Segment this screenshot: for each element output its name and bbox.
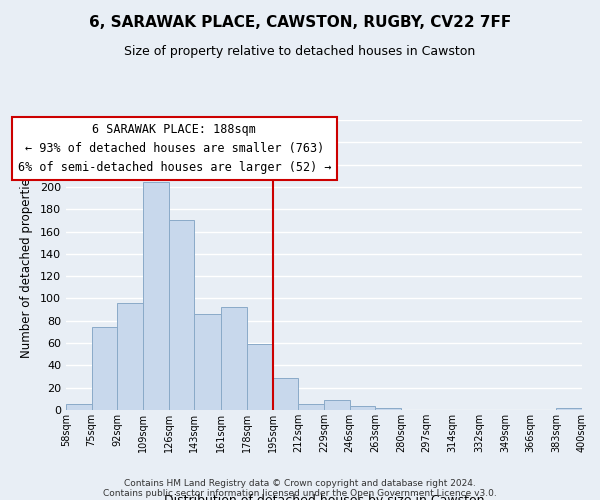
Text: 6 SARAWAK PLACE: 188sqm
← 93% of detached houses are smaller (763)
6% of semi-de: 6 SARAWAK PLACE: 188sqm ← 93% of detache… [17, 123, 331, 174]
Text: Contains HM Land Registry data © Crown copyright and database right 2024.: Contains HM Land Registry data © Crown c… [124, 478, 476, 488]
Bar [66, 404, 92, 410]
Bar [298, 404, 324, 410]
Text: Size of property relative to detached houses in Cawston: Size of property relative to detached ho… [124, 45, 476, 58]
Text: 6, SARAWAK PLACE, CAWSTON, RUGBY, CV22 7FF: 6, SARAWAK PLACE, CAWSTON, RUGBY, CV22 7… [89, 15, 511, 30]
Bar [273, 378, 298, 410]
Bar [143, 182, 169, 410]
Y-axis label: Number of detached properties: Number of detached properties [20, 172, 33, 358]
Bar [556, 408, 582, 410]
Bar [221, 308, 247, 410]
X-axis label: Distribution of detached houses by size in Cawston: Distribution of detached houses by size … [164, 494, 484, 500]
Bar [324, 400, 350, 410]
Bar [247, 344, 273, 410]
Bar [350, 406, 375, 410]
Text: Contains public sector information licensed under the Open Government Licence v3: Contains public sector information licen… [103, 488, 497, 498]
Bar [375, 408, 401, 410]
Bar [117, 303, 143, 410]
Bar [92, 328, 117, 410]
Bar [169, 220, 194, 410]
Bar [194, 314, 221, 410]
